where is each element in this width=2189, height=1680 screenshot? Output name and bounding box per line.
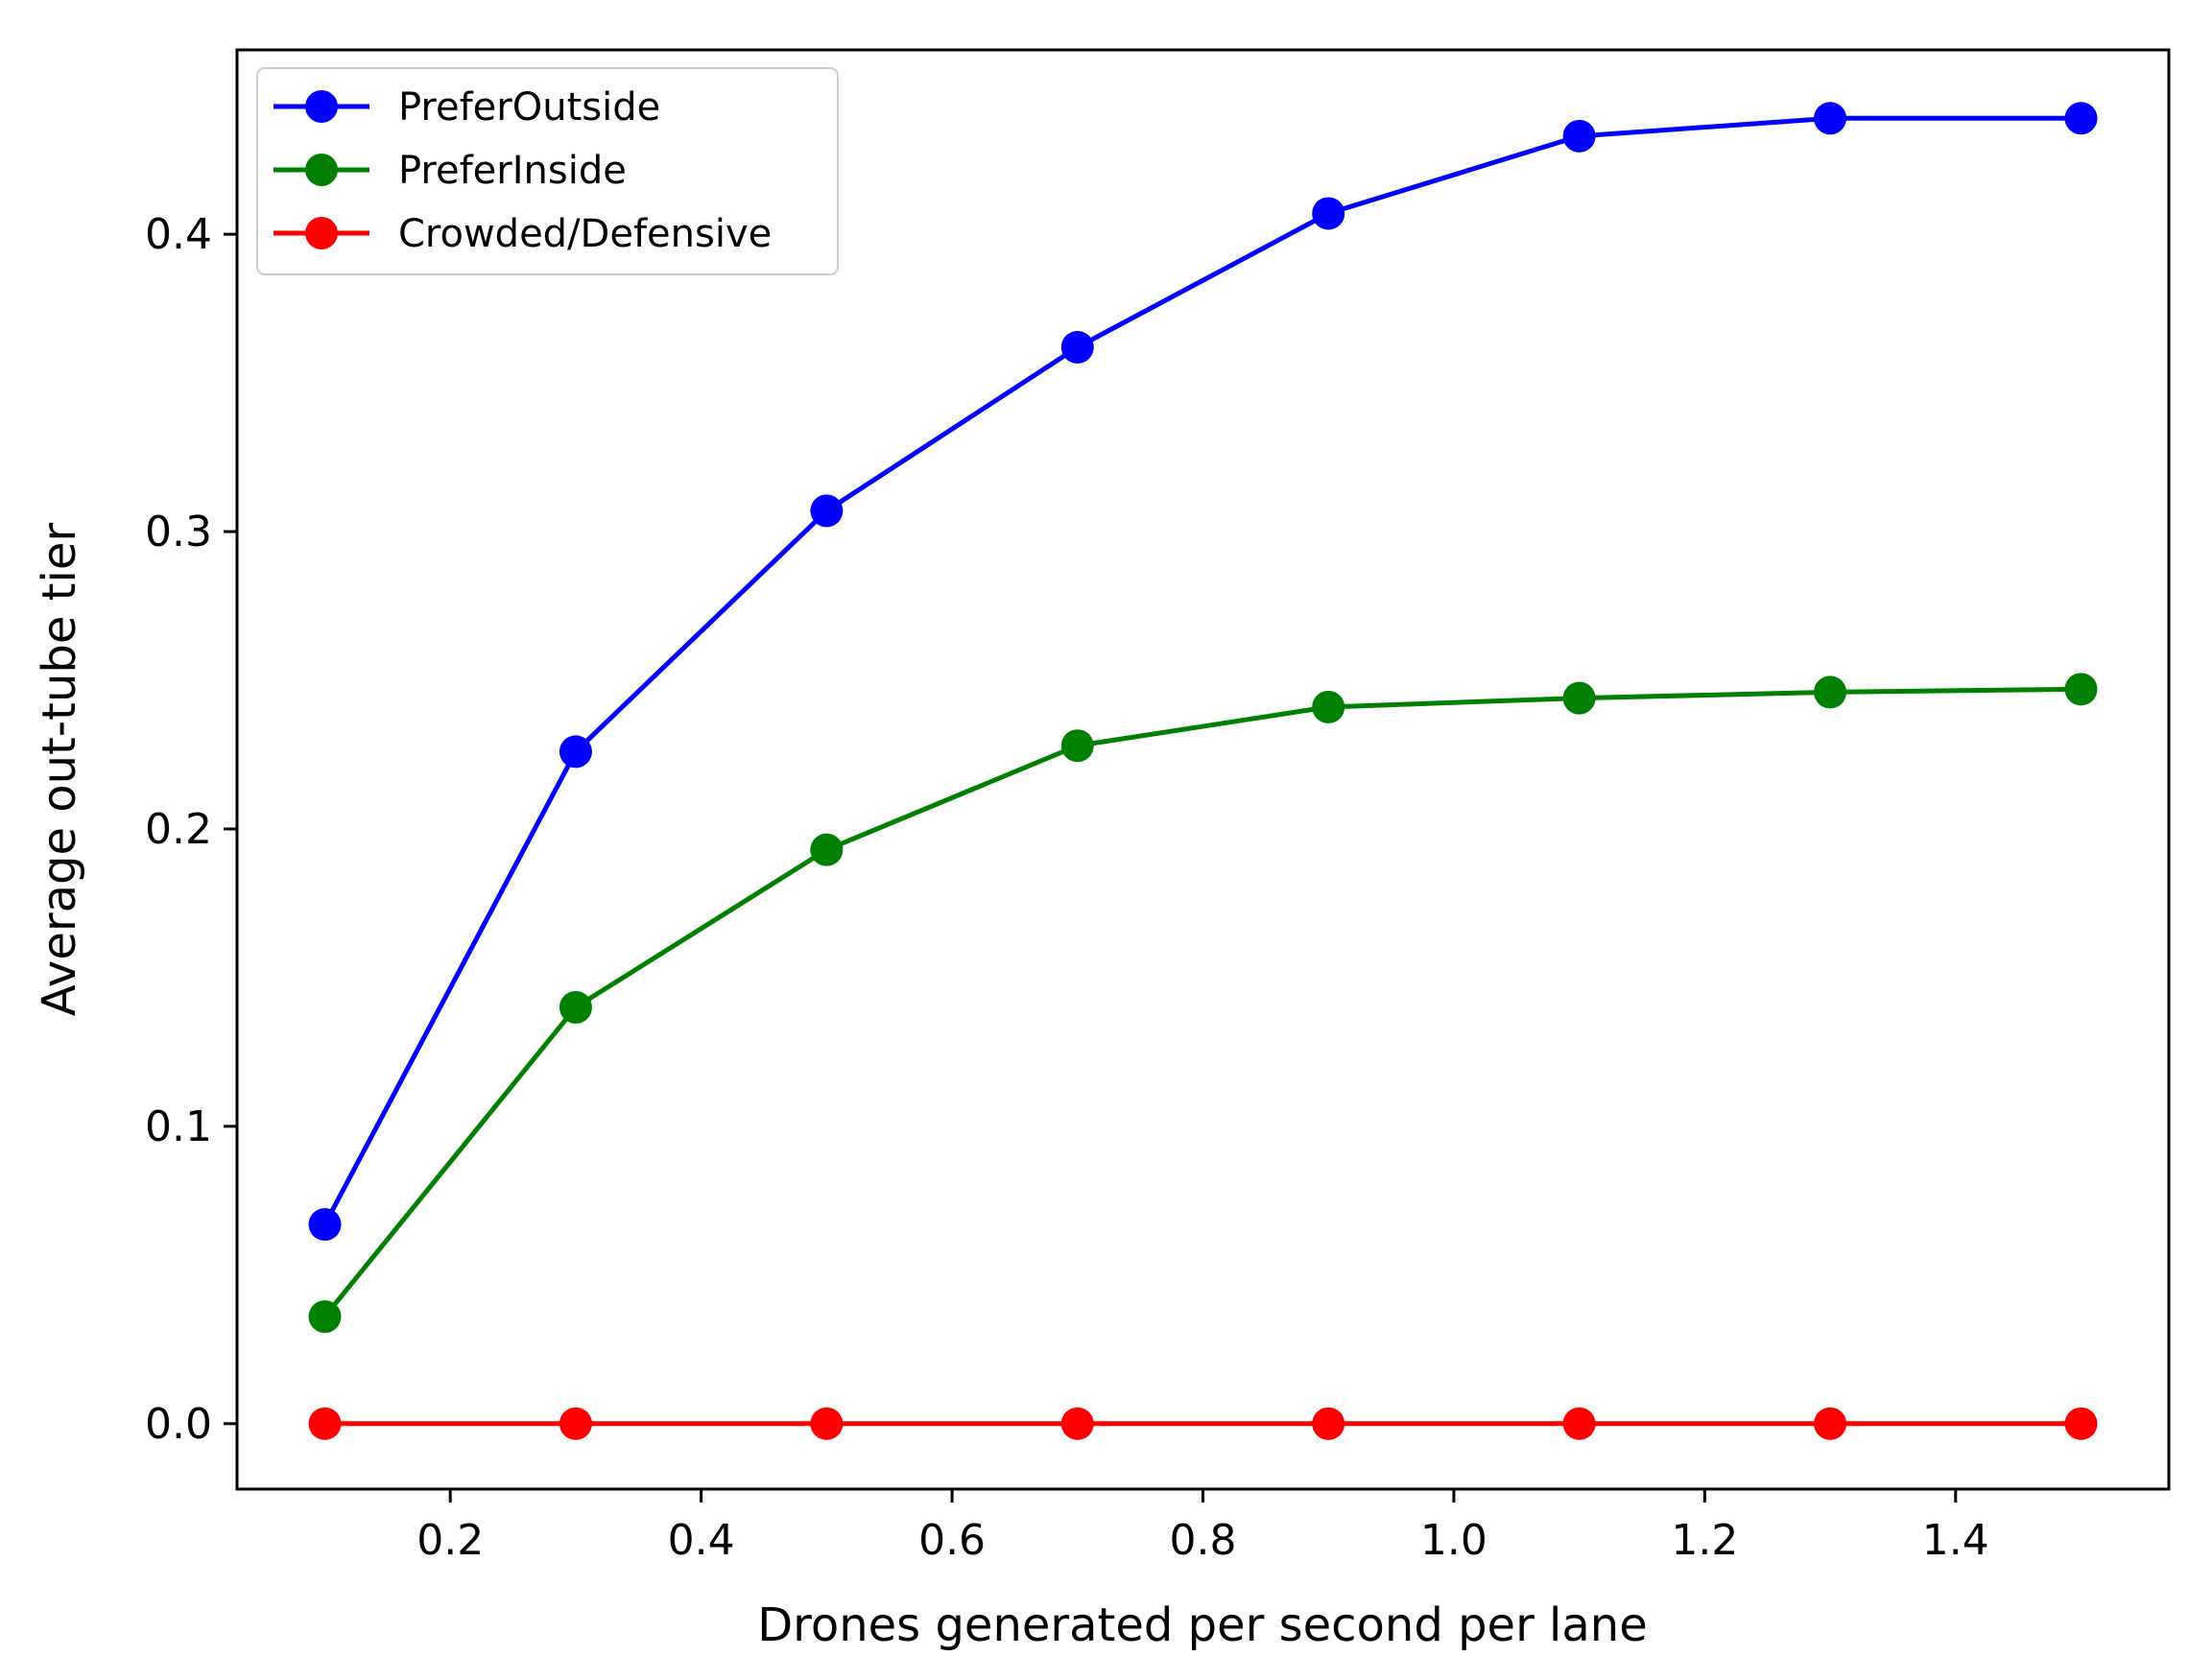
x-tick-label: 1.2 [1671, 1516, 1738, 1565]
data-point-crowded-defensive [308, 1407, 342, 1440]
legend-entry-preferinside: PreferInside [274, 149, 627, 193]
legend-entry-crowded-defensive: Crowded/Defensive [274, 212, 772, 256]
x-tick-label: 0.2 [416, 1516, 484, 1565]
x-axis-ticks: 0.2 0.4 0.6 0.8 1.0 1.2 1.4 [416, 1489, 1989, 1565]
legend-marker-preferoutside [305, 90, 338, 123]
data-point-preferoutside [559, 735, 592, 769]
legend-label-preferoutside: PreferOutside [398, 85, 660, 130]
y-axis-ticks: 0.0 0.1 0.2 0.3 0.4 [145, 210, 237, 1449]
series-layer [308, 102, 2098, 1440]
data-point-preferinside [810, 833, 844, 866]
series-crowded-defensive [308, 1407, 2098, 1440]
x-tick-label: 0.4 [668, 1516, 735, 1565]
y-axis-title: Average out-tube tier [33, 523, 86, 1016]
data-point-preferinside [2064, 673, 2098, 706]
legend-marker-preferinside [305, 154, 338, 186]
data-point-preferoutside [1814, 102, 1847, 135]
data-point-crowded-defensive [559, 1407, 592, 1440]
legend-label-preferinside: PreferInside [398, 149, 627, 193]
legend: PreferOutside PreferInside Crowded/Defensi… [256, 67, 839, 275]
data-point-preferoutside [2064, 102, 2098, 135]
series-line-preferoutside [322, 115, 2082, 1226]
y-tick-label: 0.3 [145, 508, 212, 556]
data-point-preferinside [1562, 681, 1596, 715]
data-point-preferoutside [308, 1208, 342, 1242]
data-point-preferoutside [810, 494, 844, 528]
legend-box [256, 67, 839, 275]
series-line-preferinside [322, 686, 2082, 1318]
legend-entries: PreferOutside PreferInside Crowded/Defensi… [274, 85, 772, 256]
x-axis-title: Drones generated per second per lane [757, 1598, 1648, 1652]
y-tick-label: 0.0 [145, 1400, 212, 1449]
series-preferoutside [308, 102, 2098, 1242]
data-point-preferinside [1060, 729, 1094, 763]
data-point-crowded-defensive [1562, 1407, 1596, 1440]
data-point-preferinside [1312, 690, 1345, 723]
x-tick-label: 1.4 [1922, 1516, 1989, 1565]
x-tick-label: 0.8 [1170, 1516, 1237, 1565]
data-point-crowded-defensive [810, 1407, 844, 1440]
plot-frame [235, 48, 2171, 1491]
y-tick-label: 0.1 [145, 1102, 212, 1151]
data-point-crowded-defensive [2064, 1407, 2098, 1440]
data-point-preferoutside [1562, 119, 1596, 153]
legend-marker-crowded-defensive [305, 217, 338, 249]
data-point-crowded-defensive [1060, 1407, 1094, 1440]
data-point-preferinside [308, 1300, 342, 1334]
data-point-crowded-defensive [1312, 1407, 1345, 1440]
y-tick-label: 0.4 [145, 210, 212, 259]
data-point-crowded-defensive [1814, 1407, 1847, 1440]
legend-label-crowded-defensive: Crowded/Defensive [398, 212, 772, 256]
x-tick-label: 0.6 [918, 1516, 986, 1565]
data-point-preferoutside [1060, 330, 1094, 364]
legend-entry-preferoutside: PreferOutside [274, 85, 660, 130]
series-preferinside [308, 673, 2098, 1334]
data-point-preferinside [1814, 675, 1847, 709]
data-point-preferoutside [1312, 197, 1345, 230]
x-tick-label: 1.0 [1420, 1516, 1487, 1565]
y-tick-label: 0.2 [145, 805, 212, 854]
data-point-preferinside [559, 990, 592, 1024]
